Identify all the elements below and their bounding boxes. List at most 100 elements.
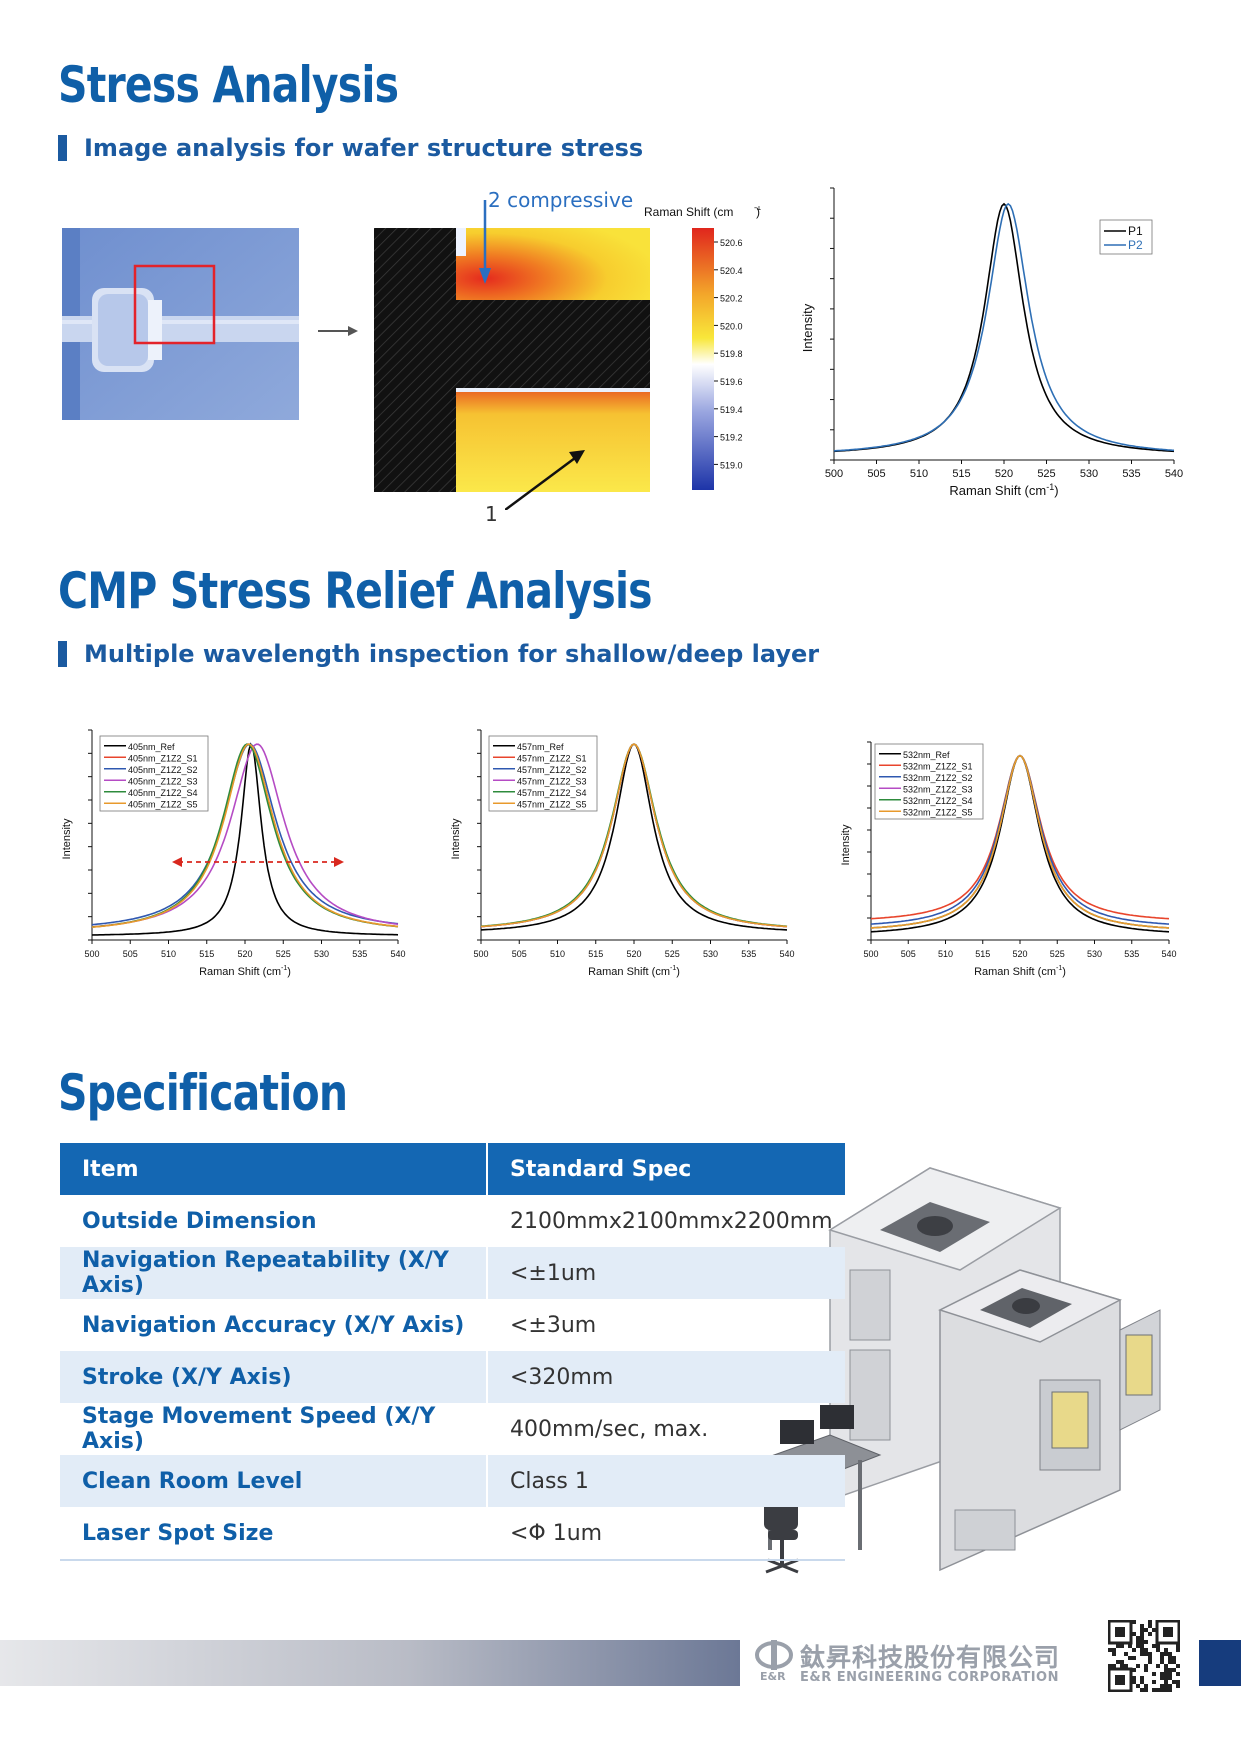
table-row: Outside Dimension 2100mmx2100mmx2200mm <box>60 1195 845 1247</box>
y-axis-label: Intensity <box>61 818 73 859</box>
spec-header-row: Item Standard Spec <box>60 1143 845 1195</box>
x-tick-label: 520 <box>626 949 641 959</box>
colorbar-tick-label: 520.0 <box>720 321 743 331</box>
table-row: Laser Spot Size <Φ 1um <box>60 1507 845 1561</box>
qr-code-icon <box>1107 1619 1181 1693</box>
legend-label: 532nm_Z1Z2_S3 <box>903 784 973 794</box>
table-row: Clean Room Level Class 1 <box>60 1455 845 1507</box>
x-tick-label: 520 <box>995 468 1013 480</box>
x-tick-label: 530 <box>314 949 329 959</box>
series-line <box>480 743 788 928</box>
x-tick-label: 535 <box>352 949 367 959</box>
svg-text:-1: -1 <box>754 206 762 212</box>
legend-label: 457nm_Z1Z2_S5 <box>517 799 587 809</box>
colorbar-tick-label: 519.4 <box>720 405 743 415</box>
x-tick-label: 515 <box>199 949 214 959</box>
x-tick-label: 530 <box>703 949 718 959</box>
x-tick-label: 515 <box>975 949 990 959</box>
annotation-1-label: 1 <box>485 502 498 526</box>
x-tick-label: 515 <box>588 949 603 959</box>
legend-label: 532nm_Z1Z2_S1 <box>903 761 973 771</box>
stress-subtitle-text: Image analysis for wafer structure stres… <box>84 134 644 162</box>
x-tick-label: 510 <box>910 468 928 480</box>
stress-subtitle: Image analysis for wafer structure stres… <box>58 134 643 162</box>
spec-item: Stroke (X/Y Axis) <box>60 1351 488 1403</box>
raman-405nm-chart: 500 505 510 515 520 525 530 535 540 Raman Shift (… <box>52 716 412 1016</box>
x-tick-label: 530 <box>1080 468 1098 480</box>
x-tick-label: 535 <box>1124 949 1139 959</box>
spec-item: Navigation Repeatability (X/Y Axis) <box>60 1247 488 1299</box>
legend-label: 457nm_Z1Z2_S2 <box>517 765 587 775</box>
raman-457nm-chart: 500 505 510 515 520 525 530 535 540 Raman Shift (… <box>441 716 801 1016</box>
x-tick-label: 540 <box>779 949 794 959</box>
series-line <box>870 754 1170 929</box>
x-tick-label: 505 <box>123 949 138 959</box>
x-tick-label: 505 <box>867 468 885 480</box>
colorbar-tick-label: 519.6 <box>720 377 743 387</box>
x-tick-label: 500 <box>863 949 878 959</box>
x-tick-label: 525 <box>665 949 680 959</box>
colorbar-tick-label: 520.4 <box>720 266 743 276</box>
x-tick-label: 505 <box>512 949 527 959</box>
legend-label: 532nm_Z1Z2_S4 <box>903 796 973 806</box>
spec-value: Class 1 <box>487 1455 845 1507</box>
legend-label: 532nm_Z1Z2_S2 <box>903 773 973 783</box>
x-tick-label: 510 <box>161 949 176 959</box>
spec-header-item: Item <box>60 1143 488 1195</box>
company-logo: 鈦昇科技股份有限公司 E&R E&R ENGINEERING CORPORATI… <box>752 1638 1082 1690</box>
x-tick-label: 520 <box>237 949 252 959</box>
x-tick-label: 500 <box>84 949 99 959</box>
footer-gradient-bar <box>0 1640 740 1686</box>
company-name-en: E&R ENGINEERING CORPORATION <box>800 1670 1059 1685</box>
subtitle-bar <box>58 135 67 161</box>
x-tick-label: 540 <box>1165 468 1183 480</box>
legend-label: 457nm_Z1Z2_S1 <box>517 753 587 763</box>
colorbar-tick-label: 520.6 <box>720 238 743 248</box>
x-axis-label: Raman Shift (cm-1) <box>199 965 291 978</box>
legend-label: 457nm_Z1Z2_S3 <box>517 776 587 786</box>
series-line <box>91 742 399 936</box>
legend-label: 405nm_Z1Z2_S4 <box>128 788 198 798</box>
arrow-right-icon <box>318 322 358 336</box>
spec-value: <Φ 1um <box>487 1507 845 1561</box>
legend-box <box>874 743 984 820</box>
legend-box <box>488 735 598 812</box>
legend-label: 405nm_Z1Z2_S3 <box>128 776 198 786</box>
colorbar-tick-label: 519.8 <box>720 349 743 359</box>
legend-label: 405nm_Z1Z2_S2 <box>128 765 198 775</box>
x-tick-label: 505 <box>901 949 916 959</box>
cmp-subtitle-text: Multiple wavelength inspection for shall… <box>84 640 820 668</box>
spec-value: <±3um <box>510 1312 597 1338</box>
spec-title: Specification <box>58 1064 348 1122</box>
y-axis-label: Intensity <box>840 824 852 865</box>
legend-box <box>1099 219 1153 255</box>
spec-header-value: Standard Spec <box>487 1143 845 1195</box>
spec-item: Laser Spot Size <box>60 1507 488 1561</box>
company-name-cn: 鈦昇科技股份有限公司 <box>800 1643 1061 1672</box>
colorbar-tick-label: 519.2 <box>720 433 743 443</box>
footer-corner-block <box>1199 1640 1241 1686</box>
x-tick-label: 540 <box>390 949 405 959</box>
company-logo-text: E&R <box>760 1670 786 1683</box>
table-row: Navigation Accuracy (X/Y Axis) <±3um <box>60 1299 845 1351</box>
series-line <box>91 743 399 928</box>
legend-label: 457nm_Z1Z2_S4 <box>517 788 587 798</box>
y-axis-label: Intensity <box>800 303 815 352</box>
wafer-microscope-image <box>62 228 299 420</box>
table-row: Navigation Repeatability (X/Y Axis) <±1u… <box>60 1247 845 1299</box>
spec-value: <320mm <box>487 1351 845 1403</box>
cmp-title: CMP Stress Relief Analysis <box>58 562 653 620</box>
arrow-down-icon <box>478 200 492 284</box>
x-tick-label: 525 <box>1037 468 1055 480</box>
svg-text:): ) <box>756 206 760 219</box>
raman-p1-p2-chart: 500 505 510 515 520 525 530 535 540 Raman Shift (… <box>790 186 1190 516</box>
y-axis-label: Intensity <box>450 818 462 859</box>
arrow-left-icon <box>172 857 182 867</box>
legend-label: 405nm_Z1Z2_S1 <box>128 753 198 763</box>
subtitle-bar <box>58 641 67 667</box>
spec-item: Stage Movement Speed (X/Y Axis) <box>60 1403 488 1455</box>
x-tick-label: 525 <box>276 949 291 959</box>
x-tick-label: 530 <box>1087 949 1102 959</box>
compressive-label: 2 compressive <box>488 188 634 212</box>
spec-value: <±1um <box>487 1247 845 1299</box>
